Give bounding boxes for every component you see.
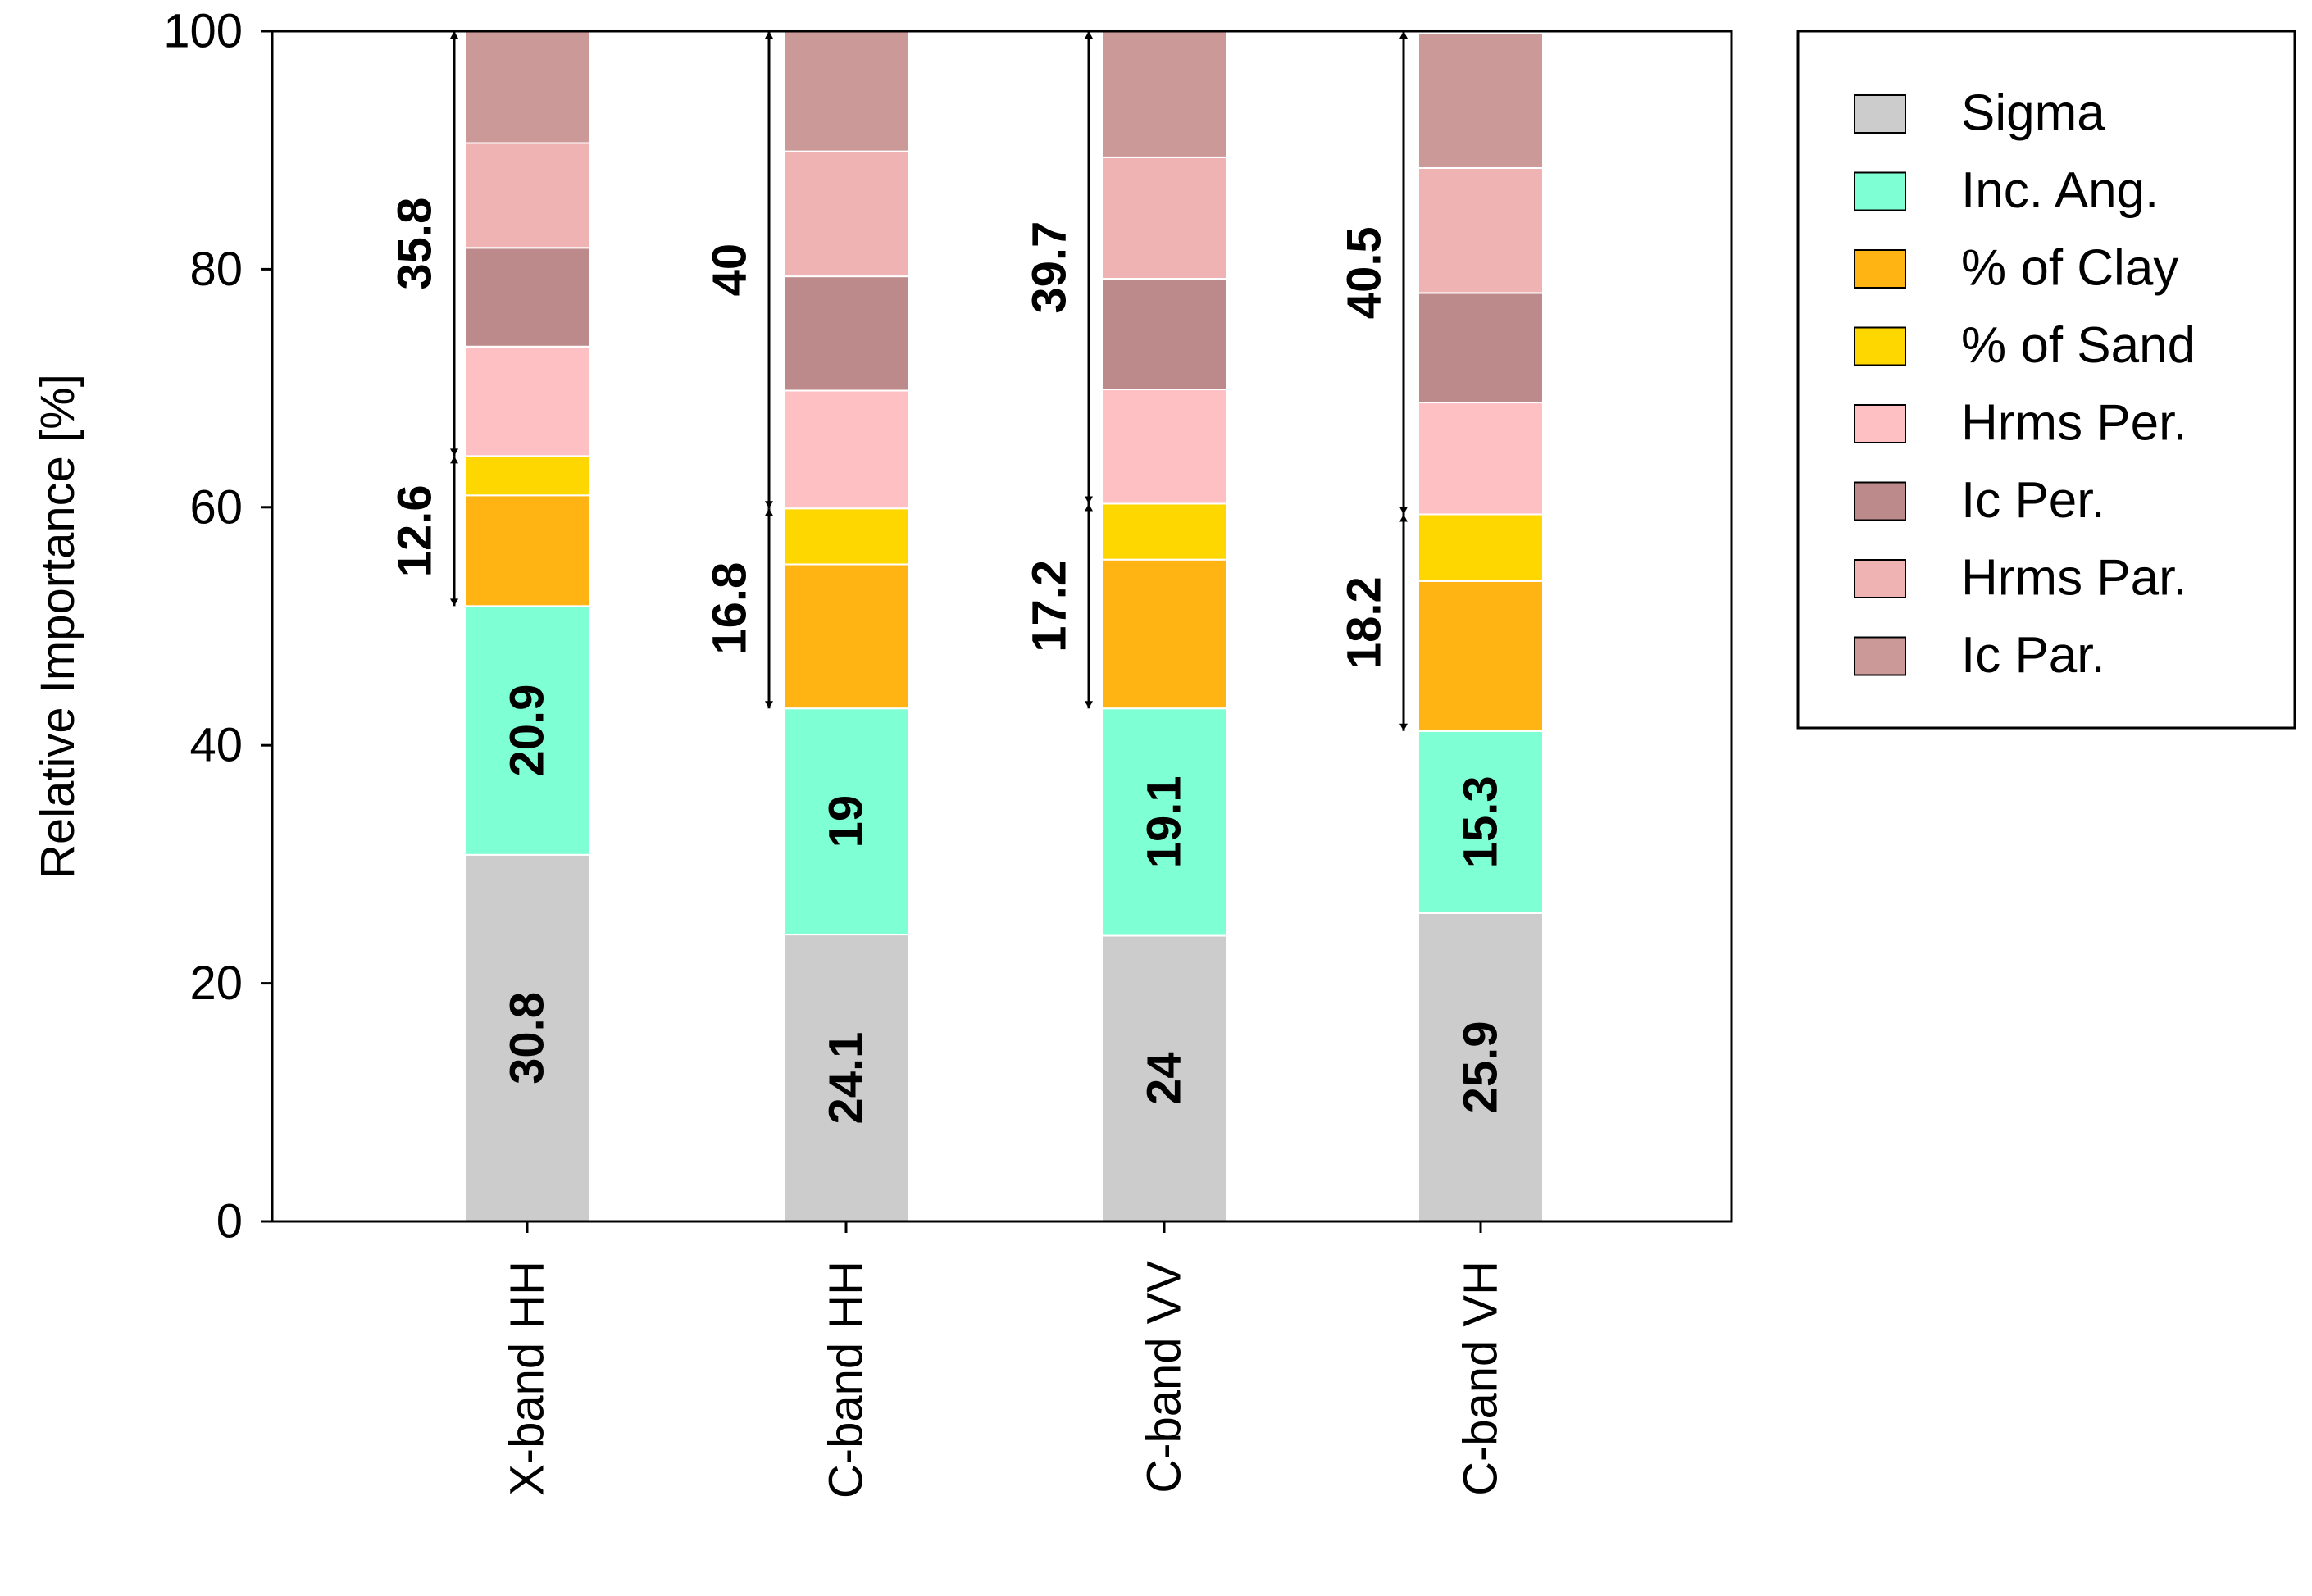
arrowhead-lower-bottom-c-band-vv [1085,701,1093,709]
legend-label-ic-par: Ic Par. [1961,627,2105,684]
x-tick-label-c-band-vv: C-band VV [1138,1261,1191,1494]
bar-segment-hrms-per-x-band-hh [464,345,590,457]
legend-label-hrms-par: Hrms Par. [1961,550,2187,607]
bar-segment-ic-per-c-band-vh [1418,292,1544,404]
segment-label-inc-ang-c-band-vh: 15.3 [1454,775,1508,868]
bar-segment-ic-par-c-band-hh [783,30,909,152]
y-axis-title: Relative Importance [%] [31,374,84,879]
segment-label-inc-ang-c-band-vv: 19.1 [1138,775,1191,868]
arrowhead-upper-top-x-band-hh [450,31,458,39]
bar-segment-pct-of-sand-c-band-hh [783,507,909,566]
bar-segment-hrms-par-c-band-vh [1418,166,1544,294]
arrowhead-upper-top-c-band-vh [1399,31,1408,39]
bar-segment-ic-par-c-band-vh [1418,32,1544,169]
bar-segment-sigma-c-band-vv [1101,934,1227,1223]
bar-segment-ic-per-c-band-vv [1101,278,1227,391]
segment-label-inc-ang-c-band-hh: 19 [820,795,873,848]
bar-segment-ic-par-c-band-vv [1101,30,1227,158]
bar-segment-sigma-c-band-vh [1418,912,1544,1222]
range-label-upper-c-band-vv: 39.7 [1023,221,1076,314]
range-label-lower-c-band-vv: 17.2 [1023,560,1076,652]
legend-label-hrms-per: Hrms Per. [1961,395,2187,452]
axes-layer: 0 20 40 60 80 100 X-band HH C-band HH C-band VV C… [163,5,1507,1499]
legend-label-pct-of-sand: % of Sand [1961,317,2196,374]
arrowhead-upper-top-c-band-vv [1085,31,1093,39]
legend-label-sigma: Sigma [1961,85,2105,142]
plot-area-frame [271,30,1733,1223]
range-label-upper-c-band-hh: 40 [703,243,757,297]
bar-segment-ic-per-x-band-hh [464,247,590,348]
bars-layer [464,30,1544,1223]
segment-labels-layer: 30.8 24.1 24 25.9 20.9 19 19.1 15.3 [501,684,1508,1125]
segment-label-sigma-c-band-vh: 25.9 [1454,1021,1508,1114]
bar-segment-pct-of-clay-c-band-vv [1101,558,1227,710]
bar-segment-ic-per-c-band-hh [783,275,909,392]
arrowhead-lower-top-c-band-vv [1085,503,1093,512]
legend-swatch-sigma [1854,94,1906,134]
bar-segment-hrms-par-x-band-hh [464,142,590,249]
legend-label-ic-per: Ic Per. [1961,472,2105,529]
legend-frame [1796,30,2296,730]
legend-swatch-ic-per [1854,481,1906,521]
legend: Sigma Inc. Ang. % of Clay % of Sand Hrms Per… [1796,30,2296,730]
bar-segment-inc-ang-c-band-vv [1101,707,1227,937]
bar-segment-pct-of-clay-c-band-vh [1418,580,1544,732]
segment-label-sigma-x-band-hh: 30.8 [501,992,554,1084]
x-tick-label-c-band-vh: C-band VH [1454,1261,1508,1496]
range-label-lower-x-band-hh: 12.6 [389,484,442,577]
range-label-lower-c-band-hh: 16.8 [703,562,757,655]
bar-segment-hrms-par-c-band-hh [783,150,909,278]
annotation-layer: 12.6 35.8 16.8 40 17.2 39.7 18.2 40.5 [389,31,1408,731]
y-tick-label-60: 60 [189,480,243,534]
bar-segment-hrms-par-c-band-vv [1101,156,1227,280]
y-tick-label-80: 80 [189,243,243,296]
arrowhead-lower-top-c-band-vh [1399,514,1408,522]
bar-segment-pct-of-sand-c-band-vv [1101,502,1227,561]
bar-segment-pct-of-clay-c-band-hh [783,563,909,710]
segment-label-inc-ang-x-band-hh: 20.9 [501,684,554,777]
arrowhead-lower-top-c-band-hh [765,508,773,516]
arrowhead-upper-bottom-c-band-hh [765,501,773,509]
bar-segment-pct-of-sand-c-band-vh [1418,513,1544,582]
range-label-lower-c-band-vh: 18.2 [1338,576,1391,669]
arrowhead-lower-bottom-c-band-hh [765,701,773,709]
bar-segment-inc-ang-c-band-vh [1418,730,1544,914]
range-label-upper-x-band-hh: 35.8 [389,198,442,290]
y-tick-label-20: 20 [189,957,243,1010]
range-label-upper-c-band-vh: 40.5 [1338,226,1391,319]
bar-segment-pct-of-clay-x-band-hh [464,494,590,607]
legend-label-pct-of-clay: % of Clay [1961,240,2178,297]
bar-segment-hrms-per-c-band-hh [783,389,909,510]
bar-segment-sigma-x-band-hh [464,853,590,1223]
bar-segment-inc-ang-x-band-hh [464,605,590,856]
arrowhead-lower-bottom-x-band-hh [450,598,458,607]
segment-label-sigma-c-band-vv: 24 [1138,1053,1191,1106]
legend-swatch-pct-of-sand [1854,326,1906,366]
legend-swatch-ic-par [1854,636,1906,676]
bar-segment-hrms-per-c-band-vv [1101,389,1227,505]
arrowhead-upper-bottom-x-band-hh [450,448,458,457]
y-tick-label-40: 40 [189,719,243,772]
legend-swatch-hrms-par [1854,559,1906,598]
legend-swatch-pct-of-clay [1854,249,1906,289]
bar-segment-pct-of-sand-x-band-hh [464,455,590,497]
arrowhead-upper-bottom-c-band-vv [1085,496,1093,504]
arrowhead-lower-top-x-band-hh [450,456,458,464]
bar-segment-ic-par-x-band-hh [464,30,590,144]
bar-segment-hrms-per-c-band-vh [1418,402,1544,516]
x-tick-label-c-band-hh: C-band HH [820,1261,873,1498]
legend-swatch-inc-ang [1854,171,1906,211]
arrowhead-lower-bottom-c-band-vh [1399,723,1408,731]
x-tick-label-x-band-hh: X-band HH [501,1261,554,1496]
legend-swatch-hrms-per [1854,404,1906,443]
legend-label-inc-ang: Inc. Ang. [1961,162,2159,219]
y-tick-label-0: 0 [216,1195,243,1248]
bar-segment-inc-ang-c-band-hh [783,707,909,936]
y-tick-label-100: 100 [163,5,243,58]
segment-label-sigma-c-band-hh: 24.1 [820,1032,873,1125]
arrowhead-upper-bottom-c-band-vh [1399,507,1408,515]
arrowhead-upper-top-c-band-hh [765,31,773,39]
